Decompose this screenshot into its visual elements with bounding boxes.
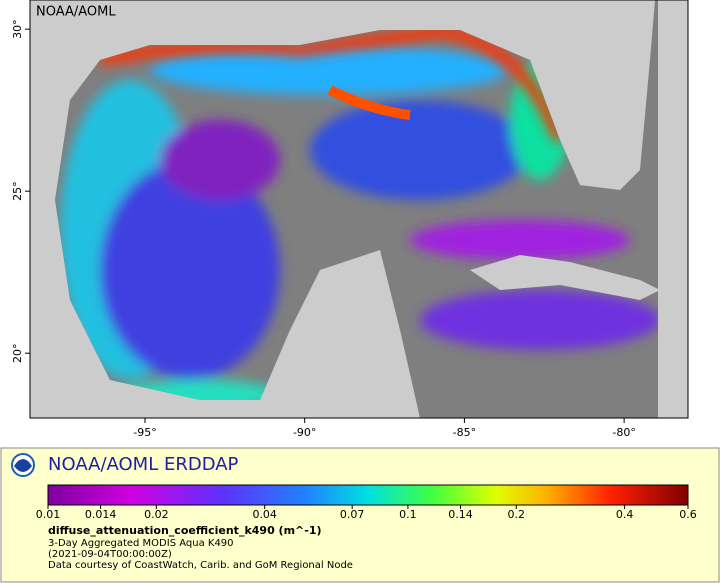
- open-water: [410, 220, 630, 260]
- open-water: [160, 120, 280, 200]
- colorbar-tick-label: 0.2: [508, 508, 526, 521]
- k490-field: [60, 25, 658, 410]
- colorbar-tick-label: 0.1: [399, 508, 417, 521]
- colorbar: [47, 484, 689, 506]
- coastal-water: [98, 25, 566, 143]
- colorbar-tick-label: 0.6: [679, 508, 697, 521]
- variable-name: diffuse_attenuation_coefficient_k490 (m^…: [48, 524, 322, 537]
- legend-line: 3-Day Aggregated MODIS Aqua K490: [48, 538, 234, 549]
- map-frame: [29, 0, 689, 419]
- legend-panel: [0, 447, 720, 583]
- x-tick-label: -90°: [293, 426, 316, 439]
- y-tick-label: 25°: [11, 181, 24, 201]
- open-water: [100, 160, 280, 380]
- colorbar-tick-label: 0.14: [448, 508, 473, 521]
- y-tick-label: 20°: [11, 343, 24, 363]
- legend-line: (2021-09-04T00:00:00Z): [48, 549, 172, 560]
- colorbar-tick-label: 0.4: [616, 508, 634, 521]
- legend-line: Data courtesy of CoastWatch, Carib. and …: [48, 560, 353, 571]
- colorbar-tick-label: 0.04: [252, 508, 277, 521]
- axis-ticks: -95° -90° -85° -80° 20° 25° 30°: [11, 19, 636, 439]
- colorbar-tick-label: 0.02: [144, 508, 169, 521]
- shelf-water: [150, 45, 510, 95]
- colorbar-tick-label: 0.01: [36, 508, 61, 521]
- river-plume: [327, 85, 411, 120]
- y-tick-label: 30°: [11, 19, 24, 38]
- open-water: [310, 100, 530, 200]
- colorbar-tick-label: 0.014: [85, 508, 117, 521]
- noaa-logo-bird: [14, 459, 32, 472]
- x-tick-label: -80°: [612, 426, 635, 439]
- cuba: [470, 255, 660, 300]
- colorbar-tick-label: 0.07: [340, 508, 365, 521]
- x-tick-label: -95°: [133, 426, 156, 439]
- open-water: [420, 290, 658, 350]
- x-tick-label: -85°: [453, 426, 476, 439]
- legend-title: NOAA/AOML ERDDAP: [48, 454, 239, 475]
- corner-label: NOAA/AOML: [36, 5, 116, 20]
